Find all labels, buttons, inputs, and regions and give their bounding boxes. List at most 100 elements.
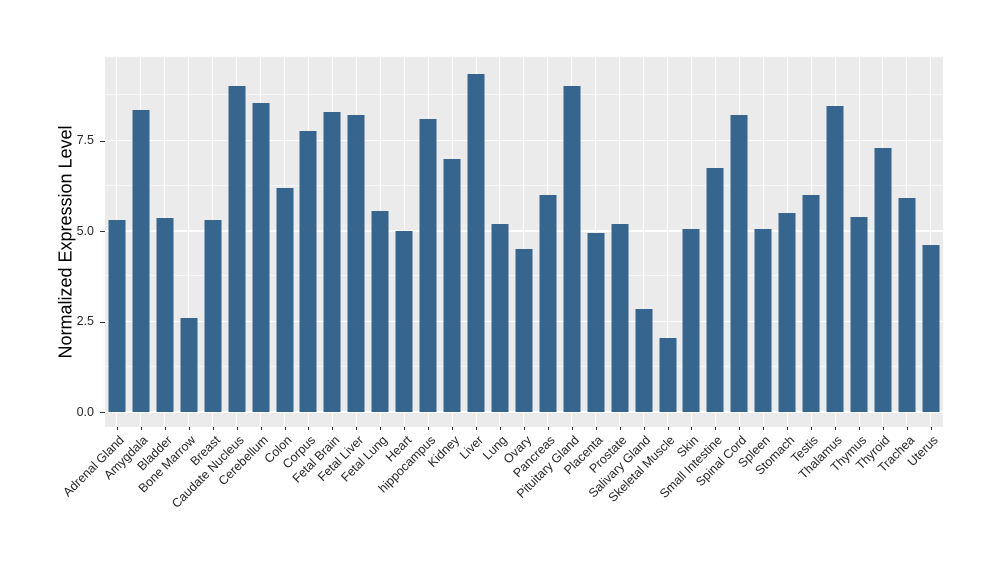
category-slot — [919, 57, 943, 427]
x-tick-mark — [188, 427, 190, 430]
bar-liver — [467, 73, 485, 412]
x-tick — [440, 427, 464, 431]
bar-kidney — [443, 158, 461, 412]
bar-thymus — [850, 216, 868, 412]
x-tick-mark — [452, 427, 454, 430]
x-tick — [368, 427, 392, 431]
x-tick — [249, 427, 273, 431]
x-tick-mark — [571, 427, 573, 430]
x-tick-mark — [835, 427, 837, 430]
x-tick-mark — [595, 427, 597, 430]
category-slot — [656, 57, 680, 427]
category-slot — [273, 57, 297, 427]
x-tick — [177, 427, 201, 431]
category-slot — [799, 57, 823, 427]
x-tick-mark — [260, 427, 262, 430]
bar-adrenal-gland — [108, 220, 126, 412]
y-tick-label: 2.5 — [76, 314, 94, 328]
category-slot — [751, 57, 775, 427]
x-tick — [608, 427, 632, 431]
category-slot — [871, 57, 895, 427]
category-slot — [464, 57, 488, 427]
bar-colon — [276, 187, 294, 412]
x-tick-mark — [930, 427, 932, 430]
x-tick-mark — [811, 427, 813, 430]
y-tick-mark — [100, 231, 105, 232]
x-tick — [201, 427, 225, 431]
x-tick — [320, 427, 344, 431]
category-slot — [847, 57, 871, 427]
x-tick — [273, 427, 297, 431]
bar-heart — [395, 231, 413, 412]
bar-prostate — [611, 223, 629, 412]
gridline-vertical — [188, 57, 190, 427]
category-slot — [775, 57, 799, 427]
bar-cerebellum — [252, 102, 270, 412]
x-tick — [775, 427, 799, 431]
category-slot — [488, 57, 512, 427]
x-tick-mark — [404, 427, 406, 430]
category-slot — [727, 57, 751, 427]
bar-thyroid — [874, 147, 892, 412]
x-axis-labels: Adrenal Gland Amygdala Bladder Bone Marrow B… — [60, 433, 943, 553]
bar-stomach — [778, 212, 796, 412]
x-tick-mark — [308, 427, 310, 430]
bar-small-intestine — [706, 167, 724, 412]
x-tick — [727, 427, 751, 431]
x-label-slot: Uterus — [905, 433, 943, 553]
bar-bladder — [156, 218, 174, 412]
bar-corpus — [299, 131, 317, 412]
category-slot — [584, 57, 608, 427]
x-tick — [297, 427, 321, 431]
x-tick-mark — [356, 427, 358, 430]
x-tick — [416, 427, 440, 431]
bar-lung — [491, 223, 509, 412]
bar-salivary-gland — [635, 308, 653, 412]
x-tick-mark — [116, 427, 118, 430]
x-tick-mark — [428, 427, 430, 430]
bar-spleen — [754, 229, 772, 412]
x-tick-mark — [643, 427, 645, 430]
gridline-vertical — [930, 57, 932, 427]
category-slot — [201, 57, 225, 427]
x-tick-mark — [523, 427, 525, 430]
x-tick — [799, 427, 823, 431]
x-tick-mark — [715, 427, 717, 430]
y-tick-mark — [100, 140, 105, 142]
bar-skin — [682, 229, 700, 412]
bar-hippocampus — [419, 118, 437, 412]
bar-breast — [204, 220, 222, 412]
x-tick — [751, 427, 775, 431]
x-tick-mark — [236, 427, 238, 430]
category-slot — [560, 57, 584, 427]
x-tick-mark — [284, 427, 286, 430]
bar-amygdala — [132, 109, 150, 412]
x-tick — [225, 427, 249, 431]
category-slot — [608, 57, 632, 427]
x-tick — [560, 427, 584, 431]
category-slot — [297, 57, 321, 427]
x-tick-mark — [859, 427, 861, 430]
category-slot — [895, 57, 919, 427]
bar-fetal-lung — [371, 211, 389, 412]
x-tick — [464, 427, 488, 431]
gridline-vertical — [667, 57, 669, 427]
category-slot — [440, 57, 464, 427]
x-tick — [105, 427, 129, 431]
bar-fetal-brain — [323, 111, 341, 412]
x-tick — [488, 427, 512, 431]
y-tick-label: 7.5 — [76, 133, 94, 147]
x-tick — [895, 427, 919, 431]
category-slot — [823, 57, 847, 427]
category-slot — [105, 57, 129, 427]
x-tick — [129, 427, 153, 431]
bar-spinal-cord — [730, 115, 748, 412]
category-slot — [320, 57, 344, 427]
category-slot — [632, 57, 656, 427]
gridline-vertical — [643, 57, 645, 427]
x-tick-mark — [499, 427, 501, 430]
bar-skeletal-muscle — [659, 337, 677, 412]
x-tick — [823, 427, 847, 431]
bar-placenta — [587, 232, 605, 412]
category-slot — [344, 57, 368, 427]
